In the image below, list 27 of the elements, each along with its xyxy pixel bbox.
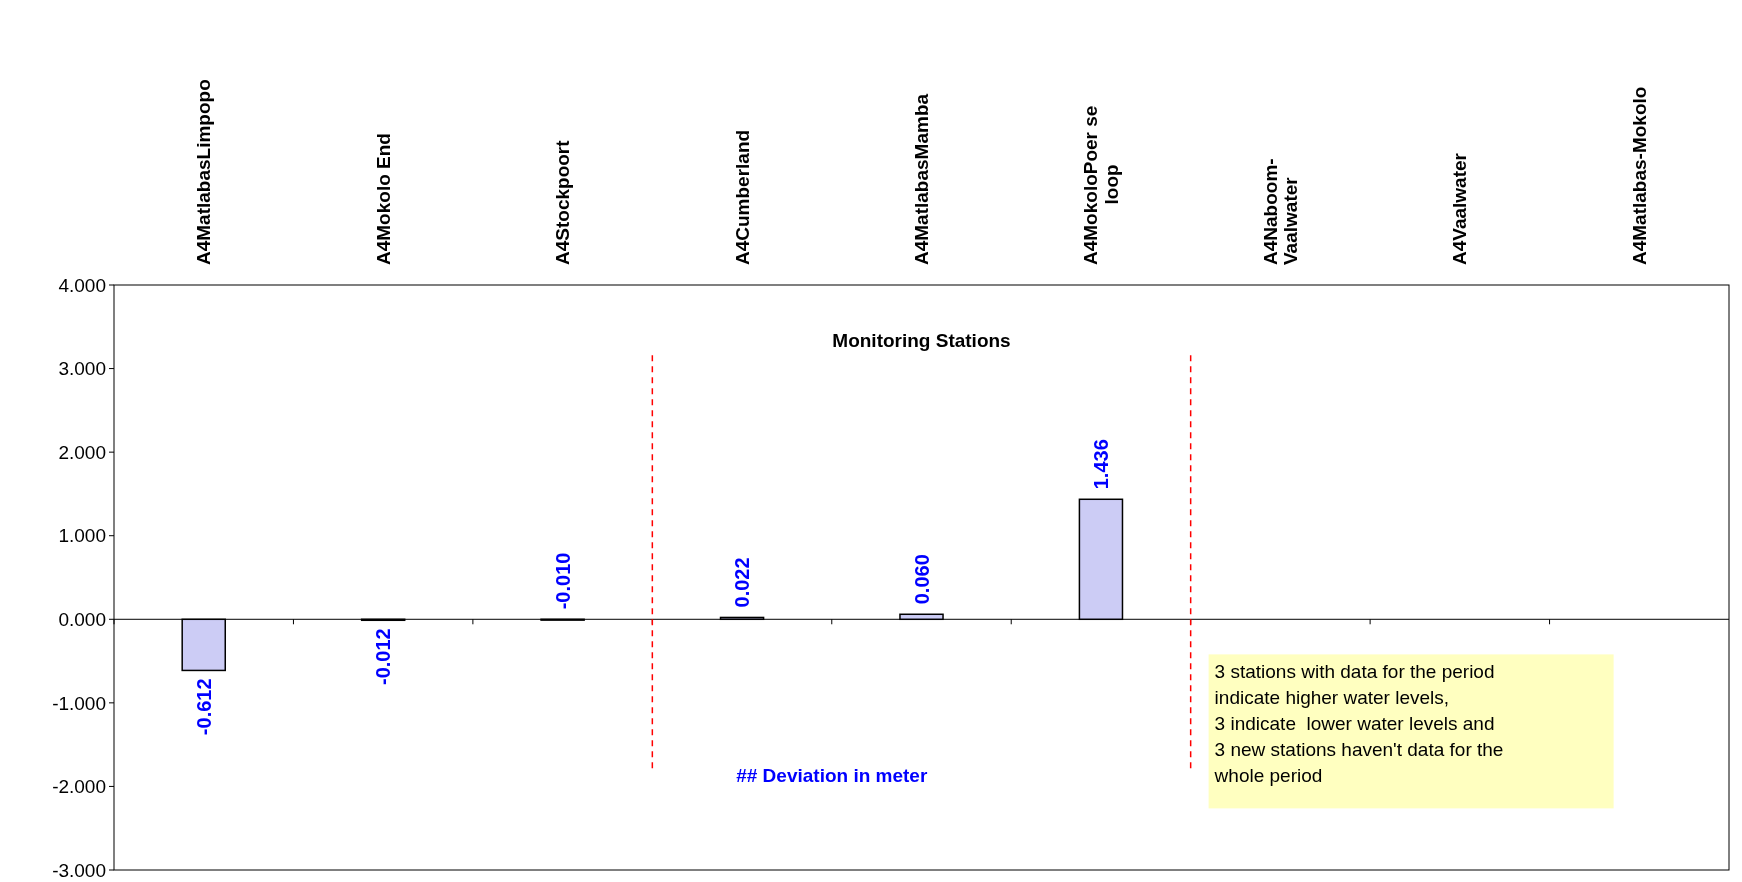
x-axis-title: Monitoring Stations xyxy=(832,330,1011,351)
y-tick-label: -2.000 xyxy=(52,776,106,798)
x-tick-label: A4Naboom-Vaalwater xyxy=(1259,158,1302,265)
x-tick-label: A4Mokolo End xyxy=(372,133,394,265)
x-tick-label: A4MatlabasMamba xyxy=(911,93,933,265)
y-tick-label: 4.000 xyxy=(58,274,106,296)
note-box: 3 stations with data for the period indicate higher water levels, 3 indicate lower water levels and 3 new stations haven't data for the whole period xyxy=(1208,654,1614,809)
data-label: -0.012 xyxy=(372,628,395,686)
y-tick-label: -1.000 xyxy=(52,692,106,714)
annotation: ## Deviation in meter xyxy=(736,765,928,787)
x-tick-label: A4Vaalwater xyxy=(1449,152,1471,265)
x-tick-label: A4MatlabasLimpopo xyxy=(193,79,215,265)
x-tick-label: A4MokoloPoer se loop xyxy=(1080,105,1123,265)
data-label: -0.612 xyxy=(192,678,215,736)
x-tick-label: A4Matlabas-Mokolo xyxy=(1628,86,1650,265)
y-tick-label: 1.000 xyxy=(58,525,106,547)
data-label: 1.436 xyxy=(1089,439,1112,490)
y-tick-label: 0.000 xyxy=(58,608,106,630)
data-label: 0.060 xyxy=(910,554,933,605)
x-tick-label: A4Cumberland xyxy=(731,129,753,265)
y-tick-label: -3.000 xyxy=(52,859,106,881)
x-tick-label: A4Stockpoort xyxy=(552,139,574,265)
data-label: -0.010 xyxy=(551,552,574,610)
y-tick-label: 2.000 xyxy=(58,441,106,463)
y-tick-label: 3.000 xyxy=(58,358,106,380)
data-label: 0.022 xyxy=(731,557,754,608)
annotation: 3 stations with data for the period indicate higher water levels, 3 indicate lower water levels and 3 new stations haven't data for the whole period xyxy=(1213,661,1504,787)
